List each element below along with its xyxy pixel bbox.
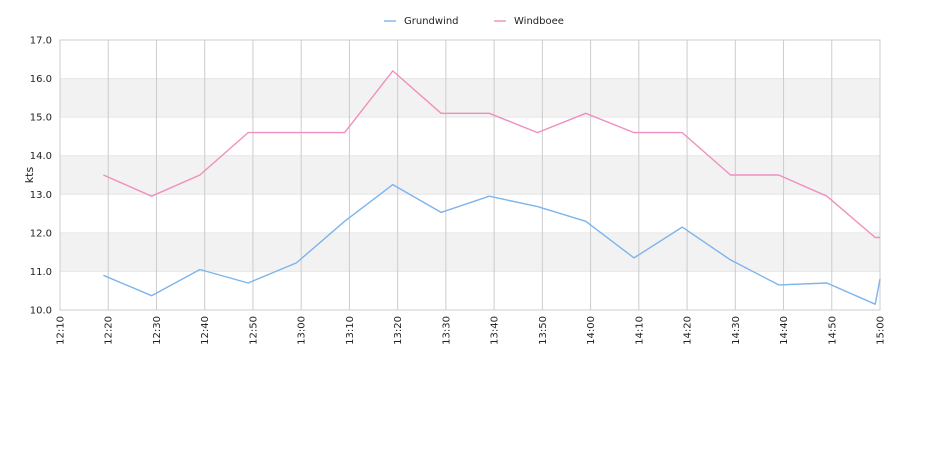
y-axis-title: kts [23,167,36,184]
legend-item-windboee[interactable]: Windboee [494,16,564,27]
y-tick-label: 17.0 [30,36,52,47]
x-tick-label: 13:50 [538,316,549,345]
series-layer [103,70,881,305]
x-tick-label: 13:40 [490,316,501,345]
x-axis-tick-labels: 12:10 12:20 12:30 12:40 12:50 13:00 13:10 13:20… [56,316,887,345]
series-line-grundwind [103,183,881,305]
y-tick-label: 16.0 [30,74,52,85]
x-tick-label: 14:00 [586,316,597,345]
x-tick-label: 13:00 [297,316,308,345]
x-tick-label: 13:30 [441,316,452,345]
x-tick-label: 14:40 [779,316,790,345]
legend-label: Windboee [514,16,564,27]
x-tick-label: 12:30 [152,316,163,345]
x-tick-label: 15:00 [876,316,887,345]
x-tick-label: 12:50 [248,316,259,345]
legend-label: Grundwind [404,16,459,27]
y-tick-label: 11.0 [30,267,52,278]
x-tick-label: 12:10 [56,316,67,345]
series-line-windboee [103,70,880,239]
y-tick-label: 15.0 [30,113,52,124]
x-tick-label: 13:10 [345,316,356,345]
x-tick-label: 13:20 [393,316,404,345]
y-axis-tick-labels: 10.0 11.0 12.0 13.0 14.0 15.0 16.0 17.0 [30,36,52,317]
legend-item-grundwind[interactable]: Grundwind [384,16,459,27]
x-tick-label: 14:30 [731,316,742,345]
band [60,78,880,118]
plot-border [59,39,881,311]
legend[interactable]: Grundwind Windboee [384,16,564,27]
y-tick-label: 14.0 [30,151,52,162]
band [60,232,880,272]
x-tick-label: 12:20 [104,316,115,345]
x-tick-label: 14:20 [683,316,694,345]
y-tick-label: 12.0 [30,228,52,239]
y-tick-label: 13.0 [30,190,52,201]
x-tick-label: 14:10 [634,316,645,345]
x-tick-label: 12:40 [200,316,211,345]
x-tick-label: 14:50 [827,316,838,345]
y-tick-label: 10.0 [30,306,52,317]
